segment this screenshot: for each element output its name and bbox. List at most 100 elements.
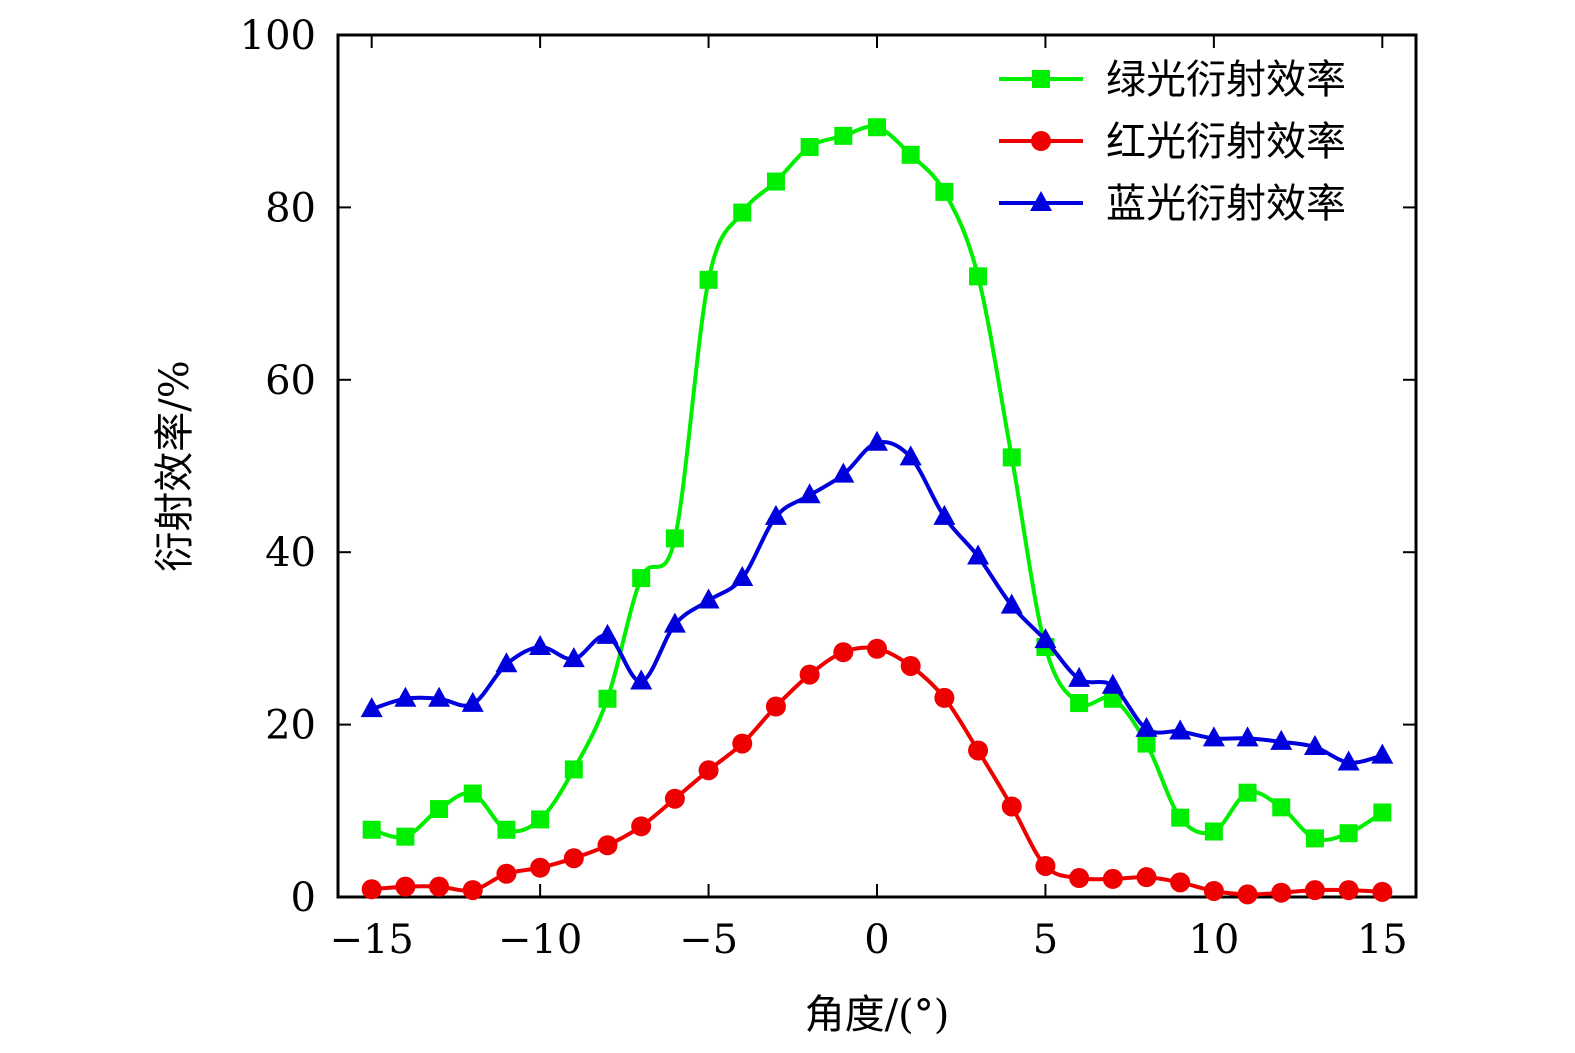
data-point [429,876,450,897]
x-tick-label: −15 [329,917,413,963]
data-point [564,760,583,779]
data-point [731,566,754,587]
data-point [798,483,821,504]
data-point [394,686,417,707]
data-point [732,733,753,754]
data-point [1372,881,1393,902]
legend-marker [1031,131,1051,151]
data-point [1068,666,1091,687]
y-tick-label: 0 [291,875,316,921]
data-point [665,529,684,548]
data-point [395,876,416,897]
y-axis-title: 衍射效率/% [152,360,198,571]
data-point [868,118,886,137]
data-point [530,857,551,878]
data-point [1035,855,1056,876]
data-point [1136,867,1157,888]
series-square [362,118,1392,848]
data-point [901,145,920,164]
data-point [899,445,922,466]
data-point [1305,829,1324,848]
legend-label: 红光衍射效率 [1106,119,1346,165]
data-point [562,647,585,668]
data-point [934,687,955,708]
data-point [1339,824,1358,843]
data-point [1137,734,1156,753]
data-point [1101,673,1124,694]
data-point [496,863,517,884]
series-line [371,124,1384,843]
data-point [834,126,853,145]
data-point [497,820,516,839]
x-tick-label: −10 [498,917,582,963]
data-point [1034,628,1057,649]
y-tick-label: 60 [265,358,316,404]
data-point [969,267,988,286]
data-point [1103,689,1122,708]
data-point [495,652,518,673]
data-point [1069,868,1090,889]
legend-marker [1030,191,1052,211]
data-point [764,504,787,525]
y-tick-label: 20 [265,703,316,749]
series-triangle [360,430,1394,771]
data-point [1303,735,1326,756]
data-point [531,810,550,829]
data-point [832,462,855,483]
x-axis-title: 角度/(°) [805,992,950,1038]
data-point [698,760,719,781]
data-point [597,835,618,856]
data-point [766,172,785,191]
data-point [396,827,415,846]
data-point [935,182,954,201]
data-point [1204,822,1223,841]
y-tick-label: 40 [265,530,316,576]
data-point [1236,726,1259,747]
data-point [463,784,482,803]
data-point [765,696,786,717]
data-point [630,669,653,690]
data-point [933,504,956,525]
data-point [1338,880,1359,901]
data-point [362,820,381,839]
data-point [697,588,720,609]
data-point [1304,880,1325,901]
data-point [1102,868,1123,889]
data-point [428,686,451,707]
data-point [361,879,382,900]
data-point [967,544,990,565]
legend-marker [1032,70,1050,88]
data-point [1169,719,1192,740]
data-point [596,623,619,644]
data-point [563,848,584,869]
data-point [1272,798,1291,817]
data-point [800,138,819,157]
data-point [1373,803,1392,822]
x-tick-label: 10 [1188,917,1239,963]
data-point [900,655,921,676]
data-point [529,635,552,656]
data-point [430,800,449,819]
data-point [461,691,484,712]
data-point [866,430,888,451]
data-point [733,203,752,222]
data-point [1202,726,1225,747]
legend-label: 绿光衍射效率 [1106,57,1346,103]
x-tick-label: 15 [1357,917,1408,963]
series-line [371,645,1383,897]
series-layer [360,118,1394,905]
y-tick-label: 80 [265,185,316,231]
data-point [1337,750,1360,771]
x-tick-label: 5 [1033,917,1058,963]
data-point [1002,448,1021,467]
data-point [1001,796,1022,817]
data-point [1170,872,1191,893]
data-point [1135,716,1158,737]
legend-label: 蓝光衍射效率 [1106,181,1346,227]
data-point [1237,884,1258,905]
data-point [631,816,652,837]
axis-ticks: −15 −10 −5 0 5 10 15 0 20 40 60 80 100 [240,13,1416,963]
data-point [1271,882,1292,903]
